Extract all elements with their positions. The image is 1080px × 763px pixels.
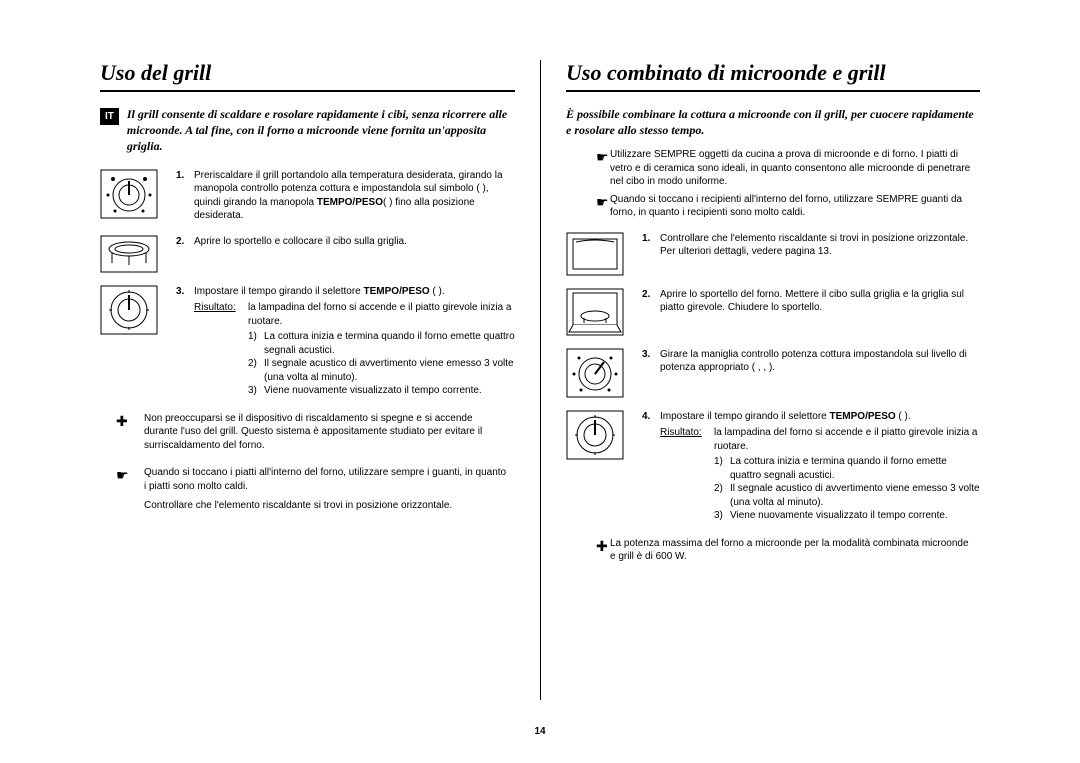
result-text: la lampadina del forno si accende e il p… bbox=[714, 427, 978, 452]
note-1-left: ✚ Non preoccuparsi se il dispositivo di … bbox=[100, 412, 515, 453]
step-text: Aprire lo sportello del forno. Mettere i… bbox=[660, 288, 980, 315]
right-column: Uso combinato di microonde e grill È pos… bbox=[540, 60, 1000, 700]
section-title-right: Uso combinato di microonde e grill bbox=[566, 60, 980, 92]
result-label: Risultato: bbox=[194, 301, 248, 398]
step-text: Impostare il tempo girando il selettore … bbox=[660, 410, 980, 523]
power-dial-diagram bbox=[100, 169, 162, 219]
result-label: Risultato: bbox=[660, 426, 714, 523]
step-1-left: 1. Preriscaldare il grill portandolo all… bbox=[100, 169, 515, 223]
left-column: Uso del grill IT Il grill consente di sc… bbox=[80, 60, 540, 700]
step-2-right: 2. Aprire lo sportello del forno. Metter… bbox=[566, 288, 980, 336]
timer-dial-diagram bbox=[100, 285, 162, 335]
manual-page: Uso del grill IT Il grill consente di sc… bbox=[0, 0, 1080, 763]
result-sublist: 1)La cottura inizia e termina quando il … bbox=[248, 330, 515, 398]
plus-icon: ✚ bbox=[100, 412, 144, 431]
step-number: 1. bbox=[642, 232, 660, 246]
result-sublist: 1)La cottura inizia e termina quando il … bbox=[714, 455, 980, 523]
end-note-right: ✚ La potenza massima del forno a microon… bbox=[566, 537, 980, 564]
rack-diagram bbox=[100, 235, 162, 273]
step-number: 3. bbox=[176, 285, 194, 299]
hand-icon: ☛ bbox=[100, 466, 144, 485]
step-2-left: 2. Aprire lo sportello e collocare il ci… bbox=[100, 235, 515, 273]
two-column-layout: Uso del grill IT Il grill consente di sc… bbox=[80, 60, 1000, 700]
timer-dial-diagram bbox=[566, 410, 628, 460]
hand-icon: ☛ bbox=[566, 148, 610, 167]
step-4-right: 4. Impostare il tempo girando il seletto… bbox=[566, 410, 980, 523]
step-text: Aprire lo sportello e collocare il cibo … bbox=[194, 235, 515, 249]
step-number: 1. bbox=[176, 169, 194, 183]
oven-open-diagram bbox=[566, 288, 628, 336]
step-text: Preriscaldare il grill portandolo alla t… bbox=[194, 169, 515, 223]
step-number: 4. bbox=[642, 410, 660, 424]
hand-icon: ☛ bbox=[566, 193, 610, 212]
intro-text-right: È possibile combinare la cottura a micro… bbox=[566, 106, 980, 138]
language-badge: IT bbox=[100, 108, 119, 125]
step-text: Impostare il tempo girando il selettore … bbox=[194, 285, 515, 398]
step-text: Girare la maniglia controllo potenza cot… bbox=[660, 348, 980, 375]
step-3-right: 3. Girare la maniglia controllo potenza … bbox=[566, 348, 980, 398]
step-number: 2. bbox=[642, 288, 660, 302]
pre-note-1-right: ☛ Utilizzare SEMPRE oggetti da cucina a … bbox=[566, 148, 980, 189]
step-number: 3. bbox=[642, 348, 660, 362]
note-2-left: ☛ Quando si toccano i piatti all'interno… bbox=[100, 466, 515, 493]
section-title-left: Uso del grill bbox=[100, 60, 515, 92]
intro-text-left: Il grill consente di scaldare e rosolare… bbox=[127, 106, 515, 155]
intro-row-left: IT Il grill consente di scaldare e rosol… bbox=[100, 106, 515, 169]
power-dial-diagram bbox=[566, 348, 628, 398]
plus-icon: ✚ bbox=[566, 537, 610, 556]
step-number: 2. bbox=[176, 235, 194, 249]
note-3-left: Controllare che l'elemento riscaldante s… bbox=[100, 499, 515, 513]
result-text: la lampadina del forno si accende e il p… bbox=[248, 302, 512, 327]
pre-note-2-right: ☛ Quando si toccano i recipienti all'int… bbox=[566, 193, 980, 220]
step-3-left: 3. Impostare il tempo girando il seletto… bbox=[100, 285, 515, 398]
oven-front-diagram bbox=[566, 232, 628, 276]
step-1-right: 1. Controllare che l'elemento riscaldant… bbox=[566, 232, 980, 276]
page-number: 14 bbox=[0, 726, 1080, 737]
step-text: Controllare che l'elemento riscaldante s… bbox=[660, 232, 980, 259]
